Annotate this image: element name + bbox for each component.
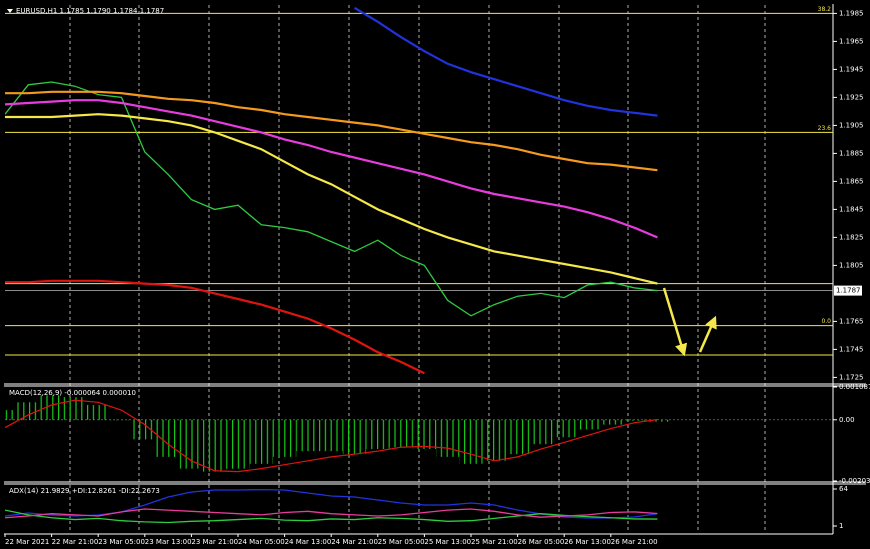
y-tick-label: -0.00203 xyxy=(839,477,870,485)
series-line xyxy=(5,113,658,285)
x-tick-label: 22 Mar 2021 xyxy=(5,538,49,546)
histogram-bar xyxy=(109,419,134,421)
histogram-bar xyxy=(249,419,273,464)
series-line xyxy=(5,90,658,172)
histogram-bar xyxy=(342,419,367,455)
histogram-bar xyxy=(645,419,670,422)
series-line xyxy=(5,279,425,375)
annotation-arrow xyxy=(662,287,688,357)
histogram-bar xyxy=(226,419,250,469)
y-tick-label: 1.1845 xyxy=(839,205,864,213)
x-tick-label: 24 Mar 13:00 xyxy=(285,538,332,546)
histogram-bar xyxy=(156,419,180,457)
chart-title: EURUSD,H1 1.1785 1.1790 1.1784 1.1787 xyxy=(16,7,164,15)
level-label: 23.6 xyxy=(818,125,832,132)
histogram-bar xyxy=(622,419,646,421)
histogram-bar xyxy=(296,419,320,452)
y-tick-label: 1.1825 xyxy=(839,233,864,241)
x-tick-label: 25 Mar 05:00 xyxy=(378,538,425,546)
histogram-bar xyxy=(39,395,64,420)
y-tick-label: 1.1805 xyxy=(839,261,864,269)
y-tick-label: 1.1985 xyxy=(839,9,864,17)
histogram-bar xyxy=(16,402,40,420)
x-tick-label: 25 Mar 21:00 xyxy=(471,538,518,546)
x-tick-label: 23 Mar 05:00 xyxy=(98,538,145,546)
histogram-bar xyxy=(133,419,157,440)
last-price-box xyxy=(834,285,862,296)
y-tick-label: 1.1725 xyxy=(839,373,864,381)
histogram-bar xyxy=(505,419,530,455)
histogram-bar xyxy=(5,410,17,420)
histogram-bar xyxy=(203,419,227,472)
x-tick-label: 22 Mar 21:00 xyxy=(52,538,99,546)
series-line xyxy=(5,81,658,317)
menu-triangle[interactable] xyxy=(7,9,13,13)
histogram-bar xyxy=(63,397,87,420)
histogram-bar xyxy=(482,419,506,461)
series-line xyxy=(5,99,658,239)
histogram-bar xyxy=(272,419,297,457)
x-tick-label: 24 Mar 05:00 xyxy=(238,538,285,546)
level-label: 38.2 xyxy=(818,6,832,13)
macd-title: MACD(12,26,9) -0.000064 0.000010 xyxy=(9,389,136,397)
histogram-bar xyxy=(436,419,460,457)
histogram-bar xyxy=(459,419,483,464)
y-tick-label: 0.00 xyxy=(839,416,855,424)
x-tick-label: 26 Mar 21:00 xyxy=(611,538,658,546)
y-tick-label: 1.1745 xyxy=(839,345,864,353)
series-line xyxy=(353,6,658,117)
histogram-bar xyxy=(599,419,623,425)
x-tick-label: 23 Mar 21:00 xyxy=(191,538,238,546)
series-line xyxy=(5,508,658,519)
series-line xyxy=(5,509,658,524)
last-price-label: 1.1787 xyxy=(836,287,861,295)
series-line xyxy=(5,399,658,473)
x-tick-label: 26 Mar 13:00 xyxy=(564,538,611,546)
histogram-bar xyxy=(575,419,600,430)
y-tick-label: 1 xyxy=(839,522,843,530)
adx-title: ADX(14) 21.9829 +DI:12.8261 -DI:22.2673 xyxy=(9,487,160,495)
x-tick-label: 23 Mar 13:00 xyxy=(145,538,192,546)
histogram-bar xyxy=(366,419,390,450)
y-tick-label: 1.1945 xyxy=(839,65,864,73)
x-tick-label: 25 Mar 13:00 xyxy=(424,538,471,546)
y-tick-label: 1.1925 xyxy=(839,93,864,101)
x-tick-label: 24 Mar 21:00 xyxy=(331,538,378,546)
histogram-bar xyxy=(86,405,110,420)
histogram-bar xyxy=(412,419,437,450)
plot-layer: 1.1985 1.1965 1.1945 1.1925 1.1905 1.1885 1.18… xyxy=(4,6,870,546)
y-tick-label: 1.1905 xyxy=(839,121,864,129)
y-tick-label: 64 xyxy=(839,485,848,493)
x-tick-label: 26 Mar 05:00 xyxy=(518,538,565,546)
histogram-bar xyxy=(319,419,343,452)
y-tick-label: 1.1765 xyxy=(839,317,864,325)
histogram-bar xyxy=(552,419,576,438)
y-tick-label: 0.001087 xyxy=(839,383,870,391)
y-tick-label: 1.1965 xyxy=(839,37,864,45)
annotation-arrow xyxy=(698,315,717,353)
histogram-bar xyxy=(389,419,413,448)
level-label: 0.0 xyxy=(821,318,831,325)
histogram-bar xyxy=(529,419,553,445)
y-tick-label: 1.1885 xyxy=(839,149,864,157)
y-tick-label: 1.1865 xyxy=(839,177,864,185)
